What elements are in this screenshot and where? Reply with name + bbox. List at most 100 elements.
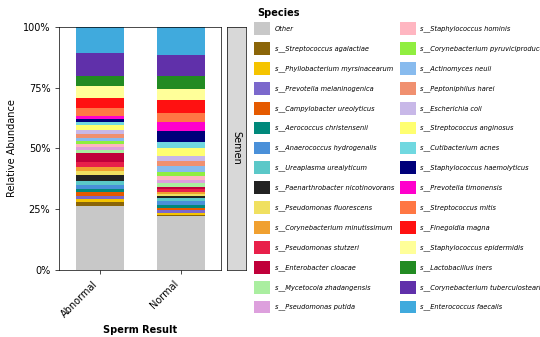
Text: s__Streptococcus anginosus: s__Streptococcus anginosus — [421, 125, 514, 131]
Text: s__Pseudomonas stutzeri: s__Pseudomonas stutzeri — [275, 244, 359, 251]
Bar — [76, 86, 124, 98]
Bar — [157, 76, 205, 89]
Bar — [157, 122, 205, 131]
Bar — [157, 192, 205, 194]
Bar — [157, 131, 205, 142]
Bar — [400, 142, 416, 154]
Bar — [76, 75, 124, 86]
Text: s__Staphylococcus haemolyticus: s__Staphylococcus haemolyticus — [421, 164, 529, 171]
Y-axis label: Relative Abundance: Relative Abundance — [8, 99, 17, 197]
Text: s__Corynebacterium minutissimum: s__Corynebacterium minutissimum — [275, 224, 392, 231]
Bar — [157, 194, 205, 196]
Bar — [400, 42, 416, 55]
Bar — [76, 202, 124, 206]
Bar — [157, 148, 205, 156]
Bar — [254, 82, 270, 95]
Bar — [76, 53, 124, 75]
Text: s__Pseudomonas putida: s__Pseudomonas putida — [275, 304, 355, 310]
Bar — [76, 147, 124, 150]
Bar — [157, 113, 205, 122]
Bar — [400, 261, 416, 274]
Bar — [400, 181, 416, 194]
Bar — [254, 181, 270, 194]
Bar — [76, 27, 124, 53]
Bar — [76, 129, 124, 134]
Bar — [157, 161, 205, 166]
Bar — [254, 301, 270, 313]
Bar — [157, 187, 205, 189]
Bar — [76, 116, 124, 119]
Bar — [76, 125, 124, 129]
Text: s__Peptoniphilus harei: s__Peptoniphilus harei — [421, 85, 495, 92]
Bar — [254, 261, 270, 274]
Bar — [400, 301, 416, 313]
Text: s__Pseudomonas fluorescens: s__Pseudomonas fluorescens — [275, 204, 372, 211]
Bar — [254, 122, 270, 134]
Bar — [157, 100, 205, 113]
Bar — [254, 22, 270, 35]
Bar — [157, 208, 205, 210]
Bar — [400, 62, 416, 75]
Text: s__Prevotella timonensis: s__Prevotella timonensis — [421, 184, 503, 191]
Text: s__Mycetocola zhadangensis: s__Mycetocola zhadangensis — [275, 284, 370, 290]
Text: s__Anaerococcus hydrogenalis: s__Anaerococcus hydrogenalis — [275, 145, 376, 151]
Bar — [76, 162, 124, 167]
Bar — [76, 141, 124, 144]
Bar — [76, 144, 124, 147]
Text: Semen: Semen — [231, 131, 241, 165]
Bar — [157, 198, 205, 202]
Text: s__Streptococcus agalactiae: s__Streptococcus agalactiae — [275, 45, 369, 52]
Bar — [254, 221, 270, 234]
X-axis label: Sperm Result: Sperm Result — [103, 325, 178, 335]
Bar — [157, 183, 205, 187]
Bar — [76, 185, 124, 189]
Bar — [157, 142, 205, 148]
Bar — [76, 196, 124, 199]
Bar — [76, 137, 124, 141]
Bar — [400, 221, 416, 234]
Text: s__Escherichia coli: s__Escherichia coli — [421, 105, 482, 112]
Bar — [254, 142, 270, 154]
Bar — [157, 156, 205, 161]
Bar — [254, 241, 270, 254]
Bar — [400, 201, 416, 214]
Text: s__Lactobacillus iners: s__Lactobacillus iners — [421, 264, 492, 271]
Bar — [157, 55, 205, 76]
Bar — [76, 150, 124, 153]
Bar — [76, 119, 124, 122]
Bar — [254, 281, 270, 294]
Bar — [254, 201, 270, 214]
Bar — [157, 196, 205, 198]
Bar — [157, 202, 205, 205]
Bar — [254, 62, 270, 75]
Bar — [76, 189, 124, 192]
Text: s__Ureaplasma urealyticum: s__Ureaplasma urealyticum — [275, 164, 367, 171]
Text: s__Paenarthrobacter nicotinovorans: s__Paenarthrobacter nicotinovorans — [275, 184, 394, 191]
Bar — [400, 241, 416, 254]
Bar — [76, 171, 124, 175]
Bar — [157, 216, 205, 270]
Bar — [76, 109, 124, 116]
Text: s__Cutibacterium acnes: s__Cutibacterium acnes — [421, 145, 500, 151]
Bar — [254, 161, 270, 174]
Bar — [76, 206, 124, 270]
Text: s__Actinomyces neuii: s__Actinomyces neuii — [421, 65, 492, 72]
Text: s__Campylobacter ureolyticus: s__Campylobacter ureolyticus — [275, 105, 374, 112]
Text: s__Finegoldia magna: s__Finegoldia magna — [421, 224, 490, 231]
Bar — [157, 166, 205, 172]
Text: s__Phyllobacterium myrsinacearum: s__Phyllobacterium myrsinacearum — [275, 65, 393, 72]
Bar — [400, 281, 416, 294]
Text: s__Enterococcus faecalis: s__Enterococcus faecalis — [421, 304, 503, 310]
Bar — [76, 134, 124, 137]
Bar — [76, 175, 124, 181]
Text: s__Corynebacterium tuberculostearicum: s__Corynebacterium tuberculostearicum — [421, 284, 540, 290]
Bar — [157, 213, 205, 215]
Bar — [400, 102, 416, 115]
Bar — [76, 98, 124, 109]
Text: s__Staphylococcus epidermidis: s__Staphylococcus epidermidis — [421, 244, 524, 251]
Text: s__Prevotella melaninogenica: s__Prevotella melaninogenica — [275, 85, 373, 92]
Bar — [400, 161, 416, 174]
Text: s__Enterobacter cloacae: s__Enterobacter cloacae — [275, 264, 355, 271]
Bar — [157, 215, 205, 216]
Text: s__Corynebacterium pyruviciproducens: s__Corynebacterium pyruviciproducens — [421, 45, 540, 52]
